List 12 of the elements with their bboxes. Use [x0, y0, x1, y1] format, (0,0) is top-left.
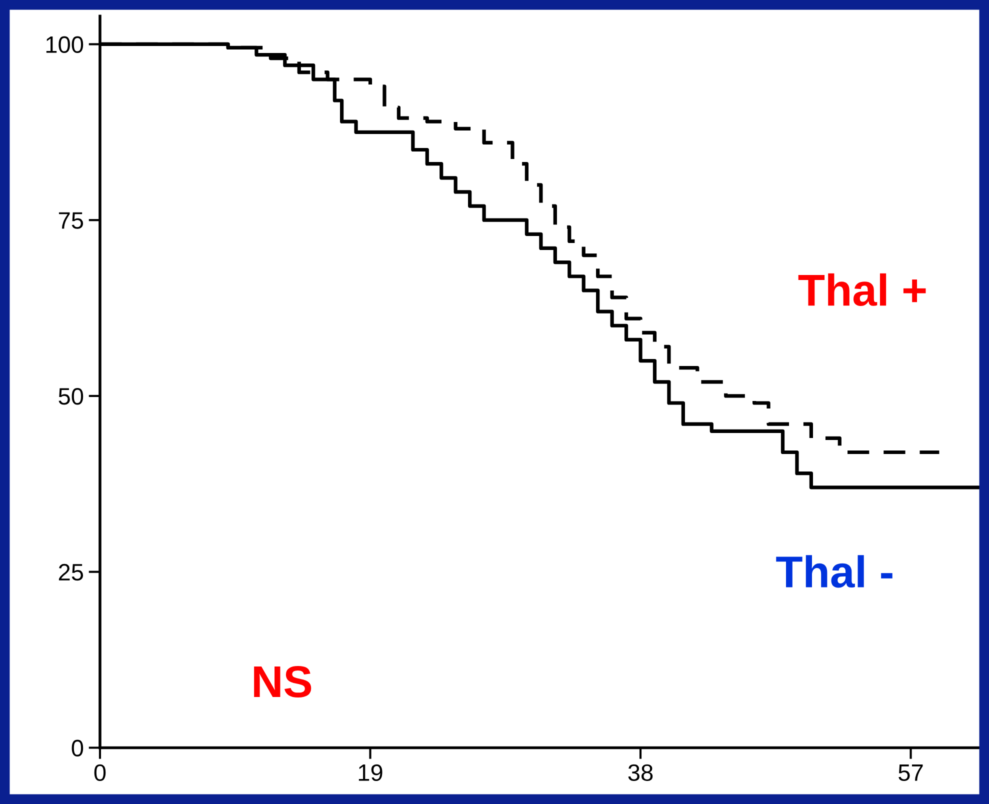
- annotation: NS: [254, 666, 312, 698]
- annotation: Thal -: [776, 555, 892, 588]
- y-tick-label: 0: [72, 740, 84, 757]
- annotation: Thal +: [798, 273, 926, 306]
- x-tick-label: 19: [358, 764, 382, 782]
- y-tick-label: 75: [58, 212, 84, 229]
- x-tick-label: 57: [898, 764, 923, 782]
- y-tick-label: 25: [58, 564, 84, 581]
- x-tick-label: 38: [628, 764, 653, 782]
- y-tick-label: 50: [58, 388, 84, 405]
- y-tick-label: 100: [46, 36, 84, 54]
- x-tick-label: 0: [94, 764, 106, 782]
